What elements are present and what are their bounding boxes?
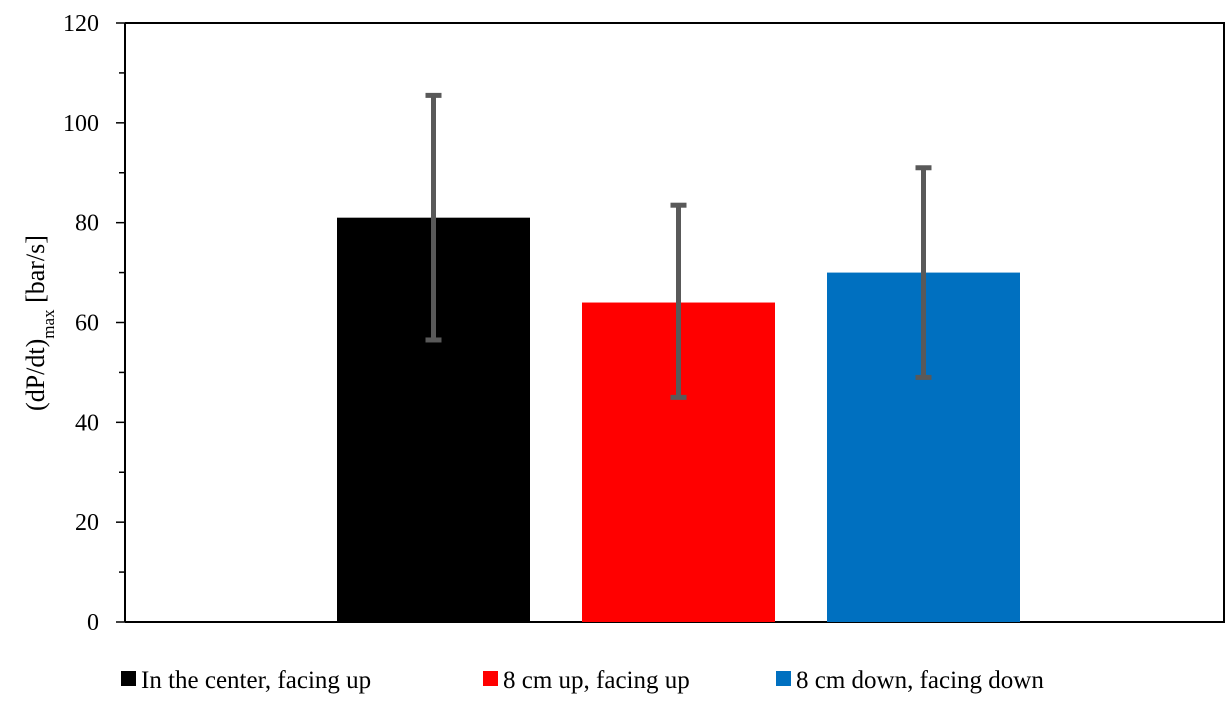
legend-label: 8 cm up, facing up: [503, 667, 690, 694]
legend-label: In the center, facing up: [141, 667, 371, 694]
legend-label: 8 cm down, facing down: [796, 667, 1044, 694]
y-tick-label: 120: [63, 11, 99, 37]
y-axis-title-unit: [bar/s]: [21, 235, 50, 309]
y-tick-label: 20: [75, 510, 99, 536]
y-axis-title-main: (dP/dt): [21, 339, 50, 411]
y-tick-label: 40: [75, 410, 99, 436]
legend-swatch: [776, 671, 791, 686]
y-tick-label: 0: [87, 610, 99, 636]
error-bars: [425, 92, 932, 400]
y-tick-label: 60: [75, 311, 99, 337]
legend-swatch: [483, 671, 498, 686]
legend: In the center, facing up 8 cm up, facing …: [121, 667, 1044, 694]
y-tick-label: 80: [75, 211, 99, 237]
y-axis-title: (dP/dt)max [bar/s]: [21, 235, 58, 411]
y-tick-label: 100: [63, 111, 99, 137]
legend-swatch: [121, 671, 136, 686]
y-axis-title-subscript: max: [39, 309, 58, 339]
y-axis: 0 20 40 60 80 100 120: [63, 11, 126, 636]
